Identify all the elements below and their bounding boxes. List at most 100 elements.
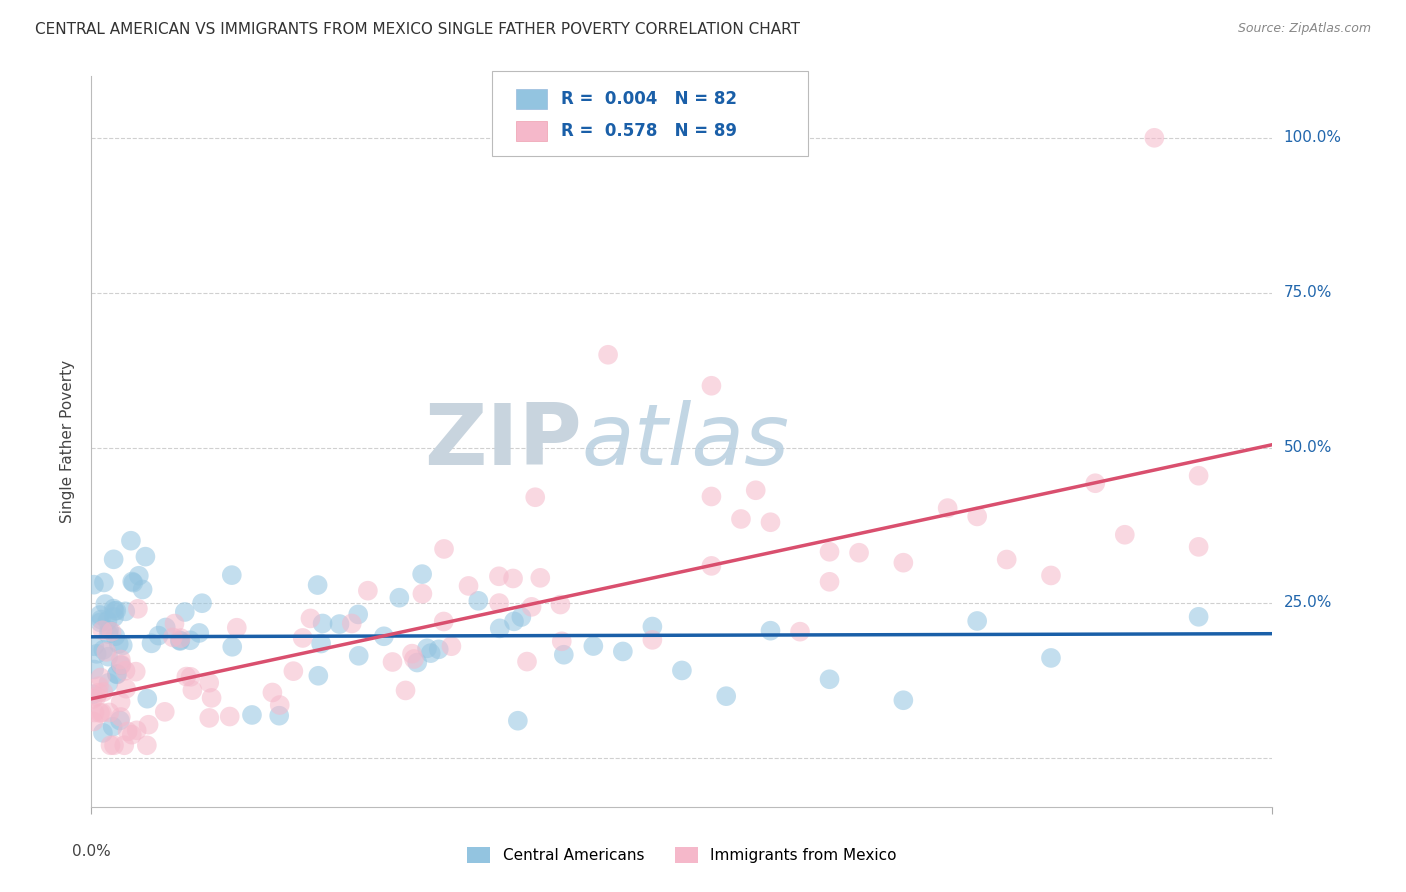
Point: [966, 509, 988, 524]
Point: [107, 637, 129, 651]
Point: [191, 596, 214, 610]
Point: [103, 739, 125, 753]
Point: [104, 604, 127, 618]
Point: [136, 691, 159, 706]
Point: [89, 615, 111, 630]
Point: [121, 728, 143, 742]
Point: [488, 596, 510, 610]
Point: [506, 714, 529, 728]
Point: [1187, 540, 1209, 554]
Point: [225, 621, 247, 635]
Point: [86, 690, 108, 704]
Point: [179, 633, 201, 648]
Point: [121, 574, 143, 589]
Point: [596, 348, 619, 362]
Point: [419, 646, 441, 660]
Point: [671, 664, 693, 678]
Point: [1187, 468, 1209, 483]
Text: 50.0%: 50.0%: [1284, 441, 1331, 455]
Point: [91, 642, 114, 657]
Point: [110, 657, 132, 672]
Point: [93, 575, 115, 590]
Point: [406, 656, 429, 670]
Point: [173, 605, 195, 619]
Point: [411, 567, 433, 582]
Text: Source: ZipAtlas.com: Source: ZipAtlas.com: [1237, 22, 1371, 36]
Text: ZIP: ZIP: [423, 400, 582, 483]
Point: [91, 685, 114, 699]
Point: [135, 739, 157, 753]
Point: [433, 541, 456, 556]
Point: [82, 687, 104, 701]
Point: [612, 644, 634, 658]
Point: [125, 723, 148, 738]
Point: [100, 739, 122, 753]
Text: atlas: atlas: [582, 400, 790, 483]
Point: [893, 693, 915, 707]
Text: 100.0%: 100.0%: [1284, 130, 1341, 145]
Point: [307, 578, 329, 592]
Legend: Central Americans, Immigrants from Mexico: Central Americans, Immigrants from Mexic…: [461, 841, 903, 869]
Point: [115, 681, 138, 696]
Point: [510, 610, 533, 624]
Point: [553, 648, 575, 662]
Point: [148, 629, 170, 643]
Point: [1084, 476, 1107, 491]
Point: [198, 675, 221, 690]
Point: [180, 670, 202, 684]
Point: [87, 686, 110, 700]
Point: [467, 594, 489, 608]
Point: [90, 671, 112, 685]
Point: [1143, 130, 1166, 145]
Point: [291, 631, 314, 645]
Point: [240, 708, 263, 723]
Point: [402, 652, 425, 666]
Point: [122, 575, 145, 590]
Text: 0.0%: 0.0%: [72, 844, 111, 859]
Point: [759, 624, 782, 638]
Point: [114, 604, 136, 618]
Point: [1040, 568, 1063, 582]
Point: [96, 645, 118, 659]
Point: [373, 629, 395, 643]
Point: [108, 714, 131, 728]
Point: [82, 714, 104, 729]
Y-axis label: Single Father Poverty: Single Father Poverty: [60, 360, 76, 523]
Point: [105, 604, 128, 618]
Point: [96, 614, 118, 628]
Point: [309, 636, 332, 650]
Point: [218, 709, 240, 723]
Point: [98, 623, 121, 637]
Point: [433, 615, 456, 629]
Point: [388, 591, 411, 605]
Point: [357, 583, 380, 598]
Point: [176, 669, 198, 683]
Point: [381, 655, 404, 669]
Point: [83, 706, 105, 720]
Point: [550, 598, 572, 612]
Point: [427, 642, 450, 657]
Point: [114, 664, 136, 678]
Point: [440, 639, 463, 653]
Point: [101, 720, 124, 734]
Point: [127, 601, 149, 615]
Point: [90, 706, 112, 720]
Point: [1187, 609, 1209, 624]
Point: [103, 610, 125, 624]
Point: [86, 647, 108, 661]
Point: [155, 620, 177, 634]
Point: [83, 577, 105, 591]
Point: [502, 572, 524, 586]
Point: [307, 669, 329, 683]
Point: [97, 627, 120, 641]
Point: [94, 597, 117, 611]
Point: [153, 705, 176, 719]
Point: [82, 692, 104, 706]
Point: [995, 552, 1018, 566]
Point: [100, 624, 122, 639]
Point: [200, 690, 222, 705]
Point: [111, 638, 134, 652]
Point: [110, 710, 132, 724]
Point: [714, 689, 737, 703]
Text: R =  0.004   N = 82: R = 0.004 N = 82: [561, 90, 737, 108]
